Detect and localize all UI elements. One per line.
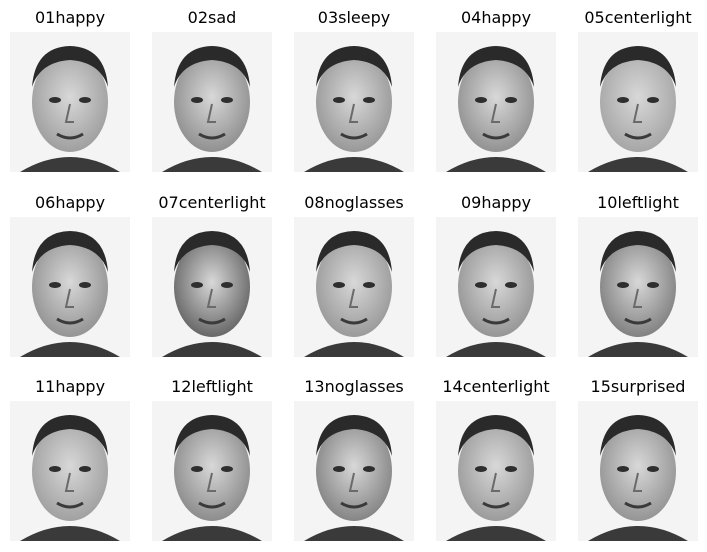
face-photo: [152, 217, 272, 357]
face-photo: [152, 32, 272, 172]
face-photo: [10, 32, 130, 172]
face-photo: [294, 217, 414, 357]
face-label: 04happy: [460, 8, 532, 27]
face-label: 11happy: [34, 377, 106, 396]
face-photo: [436, 32, 556, 172]
face-label: 12leftlight: [171, 377, 253, 396]
face-label: 05centerlight: [584, 8, 692, 27]
face-photo: [10, 217, 130, 357]
face-photo: [436, 217, 556, 357]
face-photo: [294, 32, 414, 172]
face-label: 14centerlight: [442, 377, 550, 396]
face-label: 09happy: [460, 193, 532, 212]
face-photo: [436, 401, 556, 541]
face-label: 06happy: [34, 193, 106, 212]
face-photo: [578, 32, 698, 172]
face-photo: [294, 401, 414, 541]
face-label: 15surprised: [590, 377, 686, 396]
face-label: 10leftlight: [597, 193, 679, 212]
face-label: 08noglasses: [304, 193, 404, 212]
face-label: 03sleepy: [317, 8, 391, 27]
face-label: 07centerlight: [158, 193, 266, 212]
face-label: 02sad: [187, 8, 237, 27]
face-label: 01happy: [34, 8, 106, 27]
face-label: 13noglasses: [304, 377, 404, 396]
face-photo: [152, 401, 272, 541]
face-photo: [10, 401, 130, 541]
face-photo: [578, 217, 698, 357]
face-photo: [578, 401, 698, 541]
